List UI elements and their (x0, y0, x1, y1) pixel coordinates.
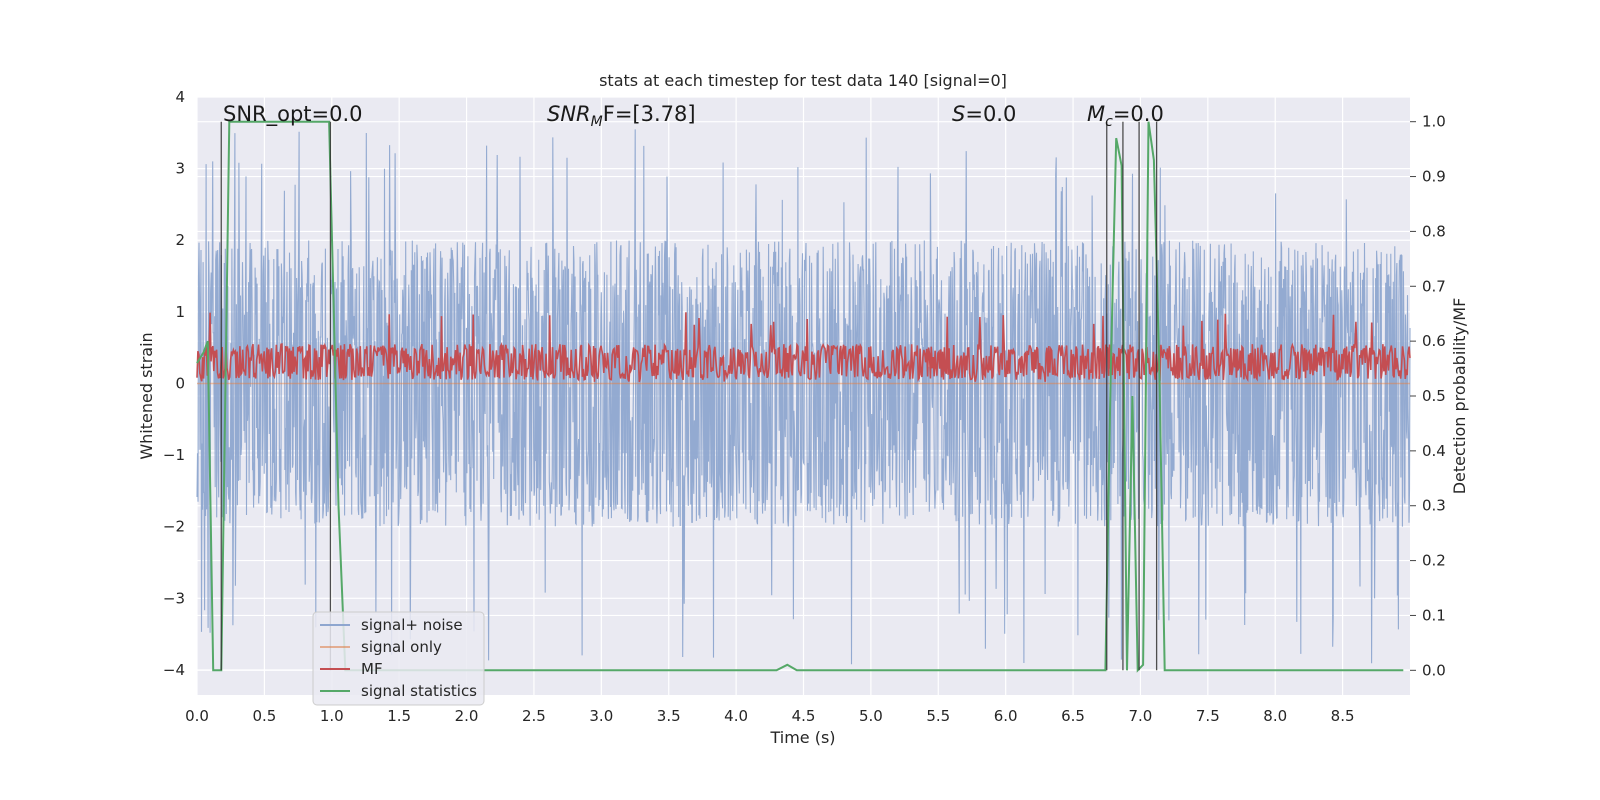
x-tick-label: 1.0 (320, 707, 344, 725)
x-tick-label: 4.0 (724, 707, 748, 725)
data-layer (196, 120, 1411, 673)
legend-label-signal-noise: signal+ noise (361, 616, 463, 634)
y-tick-label-right: 0.4 (1422, 442, 1446, 460)
legend-label-mf: MF (361, 660, 383, 678)
x-tick-label: 8.0 (1263, 707, 1287, 725)
x-tick-label: 4.5 (792, 707, 816, 725)
x-axis-label: Time (s) (769, 728, 835, 747)
y-tick-label-left: 2 (175, 231, 185, 249)
annotation-mc-sub: c (1105, 114, 1113, 130)
x-tick-label: 3.0 (589, 707, 613, 725)
legend: signal+ noise signal only MF signal stat… (312, 611, 485, 706)
annotation-snr-opt-prefix: SNR_opt= (223, 102, 329, 127)
annotation-s-var: S (952, 102, 965, 126)
y-tick-label-left: −2 (163, 518, 185, 536)
series-mf (196, 312, 1411, 383)
annotation-s-rest: =0.0 (965, 102, 1016, 126)
y-tick-label-right: 0.7 (1422, 277, 1446, 295)
x-tick-label: 2.5 (522, 707, 546, 725)
x-tick-label: 7.5 (1196, 707, 1220, 725)
y-tick-label-left: 4 (175, 88, 185, 106)
legend-label-signal-only: signal only (361, 638, 442, 656)
annotation-snr-mf: SNRMF=[3.78] (547, 102, 696, 130)
y-tick-label-right: 0.0 (1422, 661, 1446, 679)
annotation-snr-mf-sub: M (591, 114, 603, 130)
chart-title: stats at each timestep for test data 140… (599, 71, 1007, 90)
y-tick-label-right: 0.5 (1422, 387, 1446, 405)
legend-box (312, 611, 485, 706)
y-tick-label-left: 3 (175, 160, 185, 178)
y-tick-label-left: 0 (175, 374, 185, 392)
y-tick-label-right: 0.3 (1422, 497, 1446, 515)
x-tick-label: 0.0 (185, 707, 209, 725)
annotation-mc-rest: =0.0 (1113, 102, 1164, 126)
x-tick-label: 6.5 (1061, 707, 1085, 725)
series-signal-noise (196, 129, 1411, 665)
x-tick-label: 1.5 (387, 707, 411, 725)
y-tick-label-left: −1 (163, 446, 185, 464)
y-tick-label-right: 0.9 (1422, 168, 1446, 186)
annotation-s: S=0.0 (952, 102, 1016, 126)
y-tick-label-left: 1 (175, 303, 185, 321)
y-axis-label-left: Whitened strain (137, 332, 156, 459)
x-tick-label: 6.0 (994, 707, 1018, 725)
series-signal-statistics (196, 120, 1404, 673)
y-tick-label-left: −4 (163, 661, 185, 679)
annotation-mc: Mc=0.0 (1087, 102, 1164, 130)
annotation-mc-var: M (1087, 102, 1105, 126)
x-tick-label: 2.0 (455, 707, 479, 725)
y-tick-label-left: −3 (163, 589, 185, 607)
y-tick-label-right: 0.6 (1422, 332, 1446, 350)
y-tick-label-right: 0.1 (1422, 606, 1446, 624)
annotation-snr-opt-value: 0.0 (329, 102, 362, 126)
x-tick-label: 8.5 (1331, 707, 1355, 725)
annotation-snr-mf-rest: F=[3.78] (603, 102, 696, 126)
x-tick-label: 7.0 (1129, 707, 1153, 725)
x-tick-label: 5.5 (926, 707, 950, 725)
legend-label-signal-statistics: signal statistics (361, 682, 477, 700)
y-tick-label-right: 1.0 (1422, 113, 1446, 131)
x-tick-label: 0.5 (252, 707, 276, 725)
y-tick-label-right: 0.2 (1422, 552, 1446, 570)
y-tick-label-right: 0.8 (1422, 222, 1446, 240)
ticks: 0.0 0.5 1.0 1.5 2.0 2.5 3.0 3.5 4.0 4.5 5.0 5.5 6.0 6… (163, 88, 1446, 725)
y-axis-label-right: Detection probability/MF (1450, 298, 1469, 495)
x-tick-label: 5.0 (859, 707, 883, 725)
vline-layer (220, 121, 1158, 671)
x-tick-label: 3.5 (657, 707, 681, 725)
annotation-snr-mf-var: SNR (547, 102, 591, 126)
annotation-snr-opt: SNR_opt=0.0 (223, 102, 363, 127)
